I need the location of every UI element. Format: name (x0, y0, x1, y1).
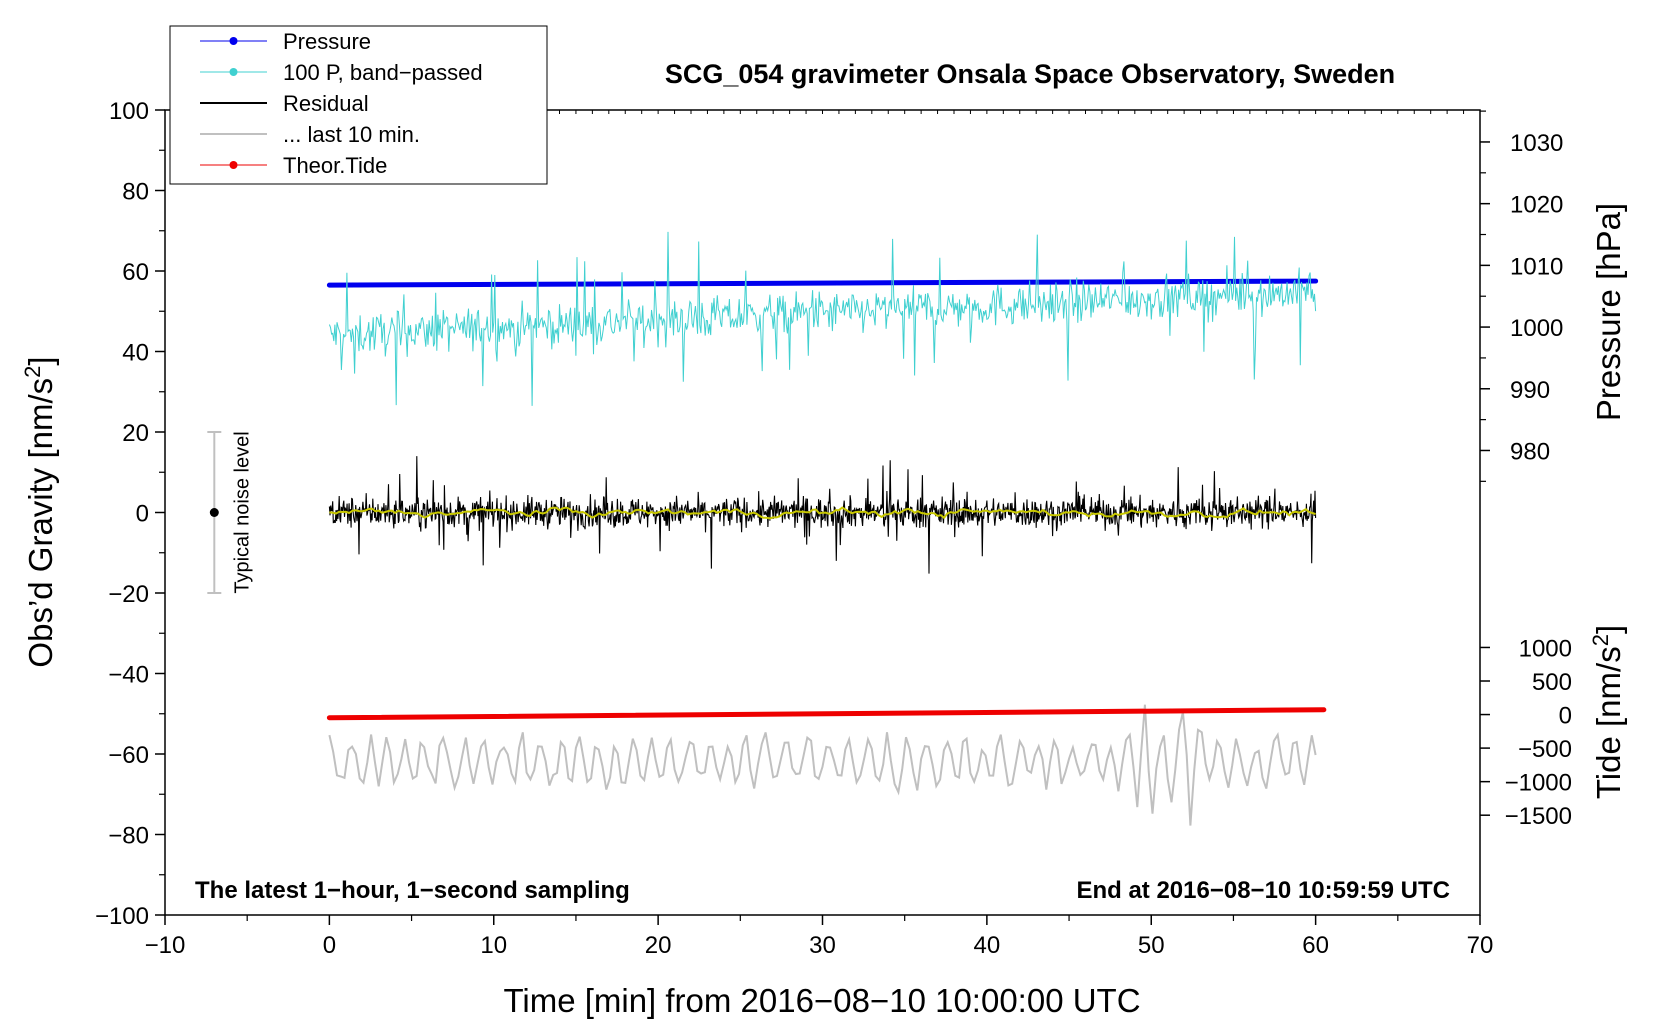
y-axis-gravity: 100 80 60 40 20 0 −20 −40 −60 −80 −100 (95, 98, 165, 930)
legend-label: Theor.Tide (283, 153, 387, 178)
legend-label: Pressure (283, 29, 371, 54)
pressure-tick-label: 1010 (1510, 253, 1563, 280)
y-tick-label: 40 (122, 340, 149, 367)
legend-label: 100 P, band−passed (283, 60, 483, 85)
legend-label: ... last 10 min. (283, 122, 420, 147)
x-tick-label: 20 (645, 932, 672, 959)
tide-tick-label: −1500 (1505, 803, 1572, 830)
y-tick-label: 80 (122, 179, 149, 206)
y-tick-label: −20 (108, 581, 149, 608)
x-axis: −10 0 10 20 30 40 50 60 70 (145, 110, 1494, 959)
noise-bar-center-dot (209, 508, 219, 517)
noise-level-bar: Typical noise level (207, 431, 253, 594)
tide-tick-label: 0 (1559, 703, 1572, 730)
y-axis-pressure: 980 990 1000 1010 1020 1030 (1480, 110, 1563, 482)
x-tick-label: 10 (480, 932, 507, 959)
pressure-tick-label: 980 (1510, 438, 1550, 465)
y-axis-tide: 1000 500 0 −500 −1000 −1500 (1480, 635, 1572, 830)
series-residual-line (328, 456, 1317, 574)
pressure-tick-label: 1000 (1510, 315, 1563, 342)
y-tick-label: 0 (136, 501, 149, 528)
legend-marker (229, 68, 238, 76)
y-tick-label: 60 (122, 259, 149, 286)
y-tick-label: 20 (122, 420, 149, 447)
series-last-10-min-line (328, 704, 1317, 826)
x-tick-label: 40 (974, 932, 1001, 959)
chart-title: SCG_054 gravimeter Onsala Space Observat… (665, 59, 1395, 89)
series-smoothed-residual-line (329, 506, 1316, 520)
y-axis-title-gravity-close: ] (22, 356, 59, 365)
y-tick-label: −40 (108, 662, 149, 689)
y-axis-title-tide-sup: 2 (1588, 634, 1613, 646)
y-tick-label: −80 (108, 823, 149, 850)
series-layer (326, 231, 1327, 826)
x-tick-label: 70 (1467, 932, 1494, 959)
tide-tick-label: −1000 (1505, 770, 1572, 797)
tide-tick-label: 1000 (1519, 635, 1572, 662)
y-axis-title-tide-text: Tide [nm/s (1590, 646, 1627, 799)
y-axis-title-gravity: Obs’d Gravity [nm/s2] (20, 356, 59, 667)
y-axis-title-pressure: Pressure [hPa] (1590, 203, 1627, 421)
x-axis-title: Time [min] from 2016−08−10 10:00:00 UTC (503, 982, 1140, 1019)
x-tick-label: −10 (145, 932, 186, 959)
pressure-tick-label: 990 (1510, 377, 1550, 404)
legend-box (169, 25, 548, 185)
series-theor-tide-line (326, 707, 1327, 721)
y-tick-label: 100 (109, 98, 149, 125)
y-axis-title-gravity-text: Obs’d Gravity [nm/s (22, 378, 59, 668)
tide-tick-label: −500 (1518, 736, 1572, 763)
series-pressure-line (326, 278, 1319, 288)
legend-label: Residual (283, 91, 369, 116)
series-100-p-band-passed-line (328, 231, 1317, 406)
x-tick-label: 0 (323, 932, 336, 959)
tide-tick-label: 500 (1532, 669, 1572, 696)
pressure-tick-label: 1030 (1510, 130, 1563, 157)
x-tick-label: 30 (809, 932, 836, 959)
annotation-sampling: The latest 1−hour, 1−second sampling (195, 877, 630, 904)
x-tick-label: 60 (1302, 932, 1329, 959)
y-axis-title-tide-close: ] (1590, 625, 1627, 634)
y-tick-label: −60 (108, 742, 149, 769)
legend-marker (229, 161, 238, 169)
annotation-end-time: End at 2016−08−10 10:59:59 UTC (1076, 877, 1450, 904)
pressure-tick-label: 1020 (1510, 192, 1563, 219)
noise-bar-label: Typical noise level (231, 431, 253, 593)
x-tick-label: 50 (1138, 932, 1165, 959)
y-axis-title-tide: Tide [nm/s2] (1588, 625, 1627, 799)
y-axis-title-gravity-sup: 2 (20, 366, 45, 378)
legend-marker (229, 37, 238, 45)
y-tick-label: −100 (95, 903, 149, 930)
legend: Pressure 100 P, band−passed Residual ... la… (169, 25, 548, 185)
